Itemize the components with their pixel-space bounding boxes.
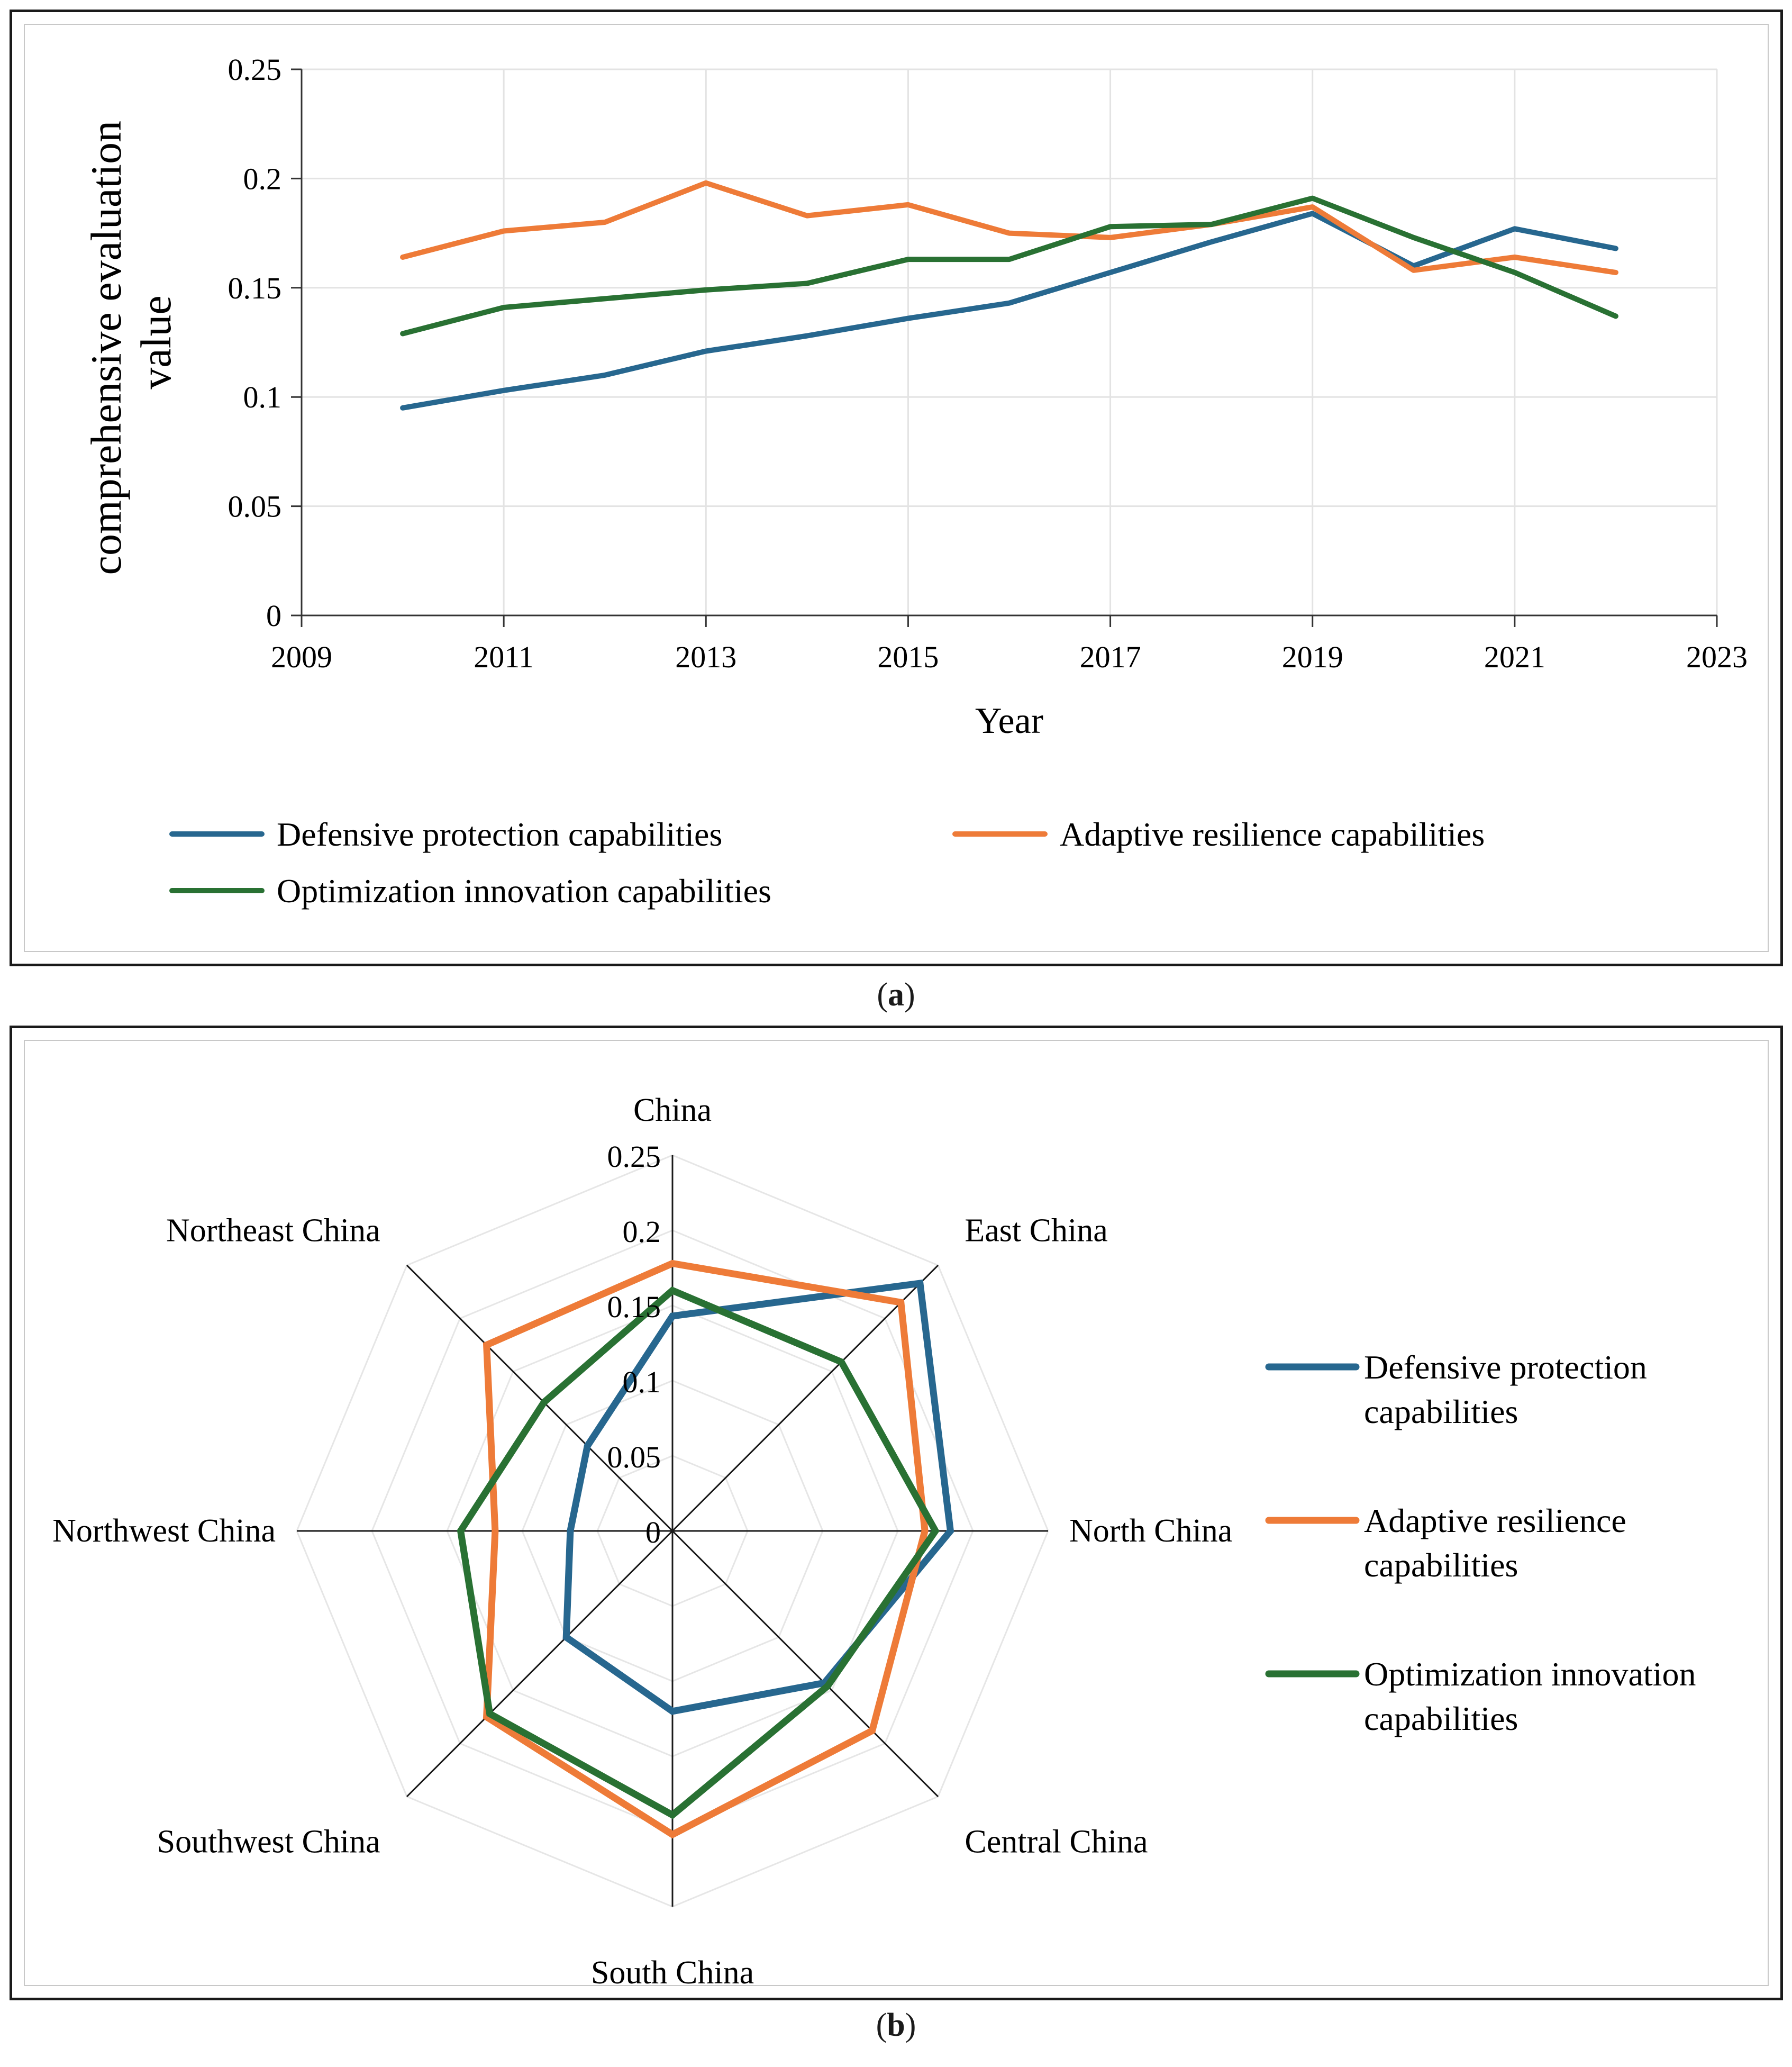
caption-b-letter: b [887,2007,905,2043]
radar-axis-label: North China [1069,1513,1232,1549]
radar-axis-label: South China [591,1955,754,1991]
radar-axis-label: Southwest China [157,1824,380,1860]
radial-tick-labels: 0 0.05 0.1 0.15 0.2 0.25 [607,1139,661,1549]
x-tick-label: 2017 [1080,640,1141,674]
panel-a: 0 0.05 0.1 0.15 0.2 0.25 2009 2011 2013 2015 2017 2… [10,10,1783,966]
legend: Defensive protection capabilities Adaptiv… [169,815,1485,910]
legend-label-line-2: capabilities [1364,1700,1518,1737]
radar-axis-label: Central China [965,1824,1148,1860]
radial-tick-label: 0.15 [607,1290,661,1324]
y-tick-label: 0 [266,599,281,633]
y-axis-label: comprehensive evaluation value [82,110,180,575]
radar-spoke [671,1264,939,1532]
caption-b-open: ( [876,2007,887,2043]
legend-label-line-1: Defensive protection [1364,1348,1647,1386]
legend-label-line-1: Adaptive resilience [1364,1502,1626,1539]
radial-tick-label: 0.25 [607,1139,661,1174]
radial-tick-label: 0.2 [623,1214,661,1249]
caption-b-close: ) [905,2007,916,2043]
series-lines [400,180,1618,411]
caption-b: (b) [0,2007,1792,2044]
radar-axis-label: East China [965,1213,1107,1249]
radar-axis-labels: China East China North China Central China S… [52,1092,1232,1991]
radar-series-3 [457,1286,940,1819]
radar-series [457,1259,954,1839]
radar-chart: 0 0.05 0.1 0.15 0.2 0.25 China East China North… [52,1092,1696,1991]
radial-tick-label: 0 [645,1515,661,1549]
x-tick-label: 2019 [1282,640,1343,674]
series-line-1 [400,211,1618,411]
tick-labels: 0 0.05 0.1 0.15 0.2 0.25 2009 2011 2013 2015 2017 2… [228,52,1748,674]
y-tick-label: 0.25 [228,52,282,87]
line-chart: 0 0.05 0.1 0.15 0.2 0.25 2009 2011 2013 2015 2017 2… [82,52,1748,910]
y-tick-label: 0.15 [228,271,282,305]
radar-series-1 [562,1279,954,1715]
radar-spoke [406,1530,674,1798]
y-tick-label: 0.05 [228,489,282,524]
legend-label-line-2: capabilities [1364,1393,1518,1430]
grid [302,68,1718,615]
y-tick-label: 0.1 [243,380,282,414]
panel-b: 0 0.05 0.1 0.15 0.2 0.25 China East China North… [10,1026,1783,2000]
radar-spokes [297,1155,1048,1907]
radar-spoke [671,1530,939,1798]
radial-tick-label: 0.05 [607,1440,661,1474]
radar-spoke [406,1264,674,1532]
y-axis-label-line-2: value [132,295,180,389]
legend: Defensive protection capabilities Adaptive… [1265,1348,1696,1737]
legend-label-line-1: Optimization innovation [1364,1655,1696,1693]
radar-axis-label: Northwest China [52,1513,276,1549]
panel-a-inner-frame [24,24,1769,952]
x-tick-label: 2021 [1484,640,1545,674]
y-tick-label: 0.2 [243,161,282,196]
caption-a-close: ) [904,977,915,1013]
caption-a-letter: a [888,977,904,1013]
y-axis-label-line-1: comprehensive evaluation [82,121,130,575]
x-tick-label: 2015 [877,640,939,674]
x-tick-label: 2013 [675,640,736,674]
legend-label-line-2: capabilities [1364,1546,1518,1584]
axes [291,68,1718,627]
panel-b-inner-frame [24,1040,1769,1986]
x-tick-label: 2011 [474,640,534,674]
legend-label-2: Adaptive resilience capabilities [1060,815,1485,853]
radial-tick-label: 0.1 [623,1365,661,1399]
legend-label-1: Defensive protection capabilities [277,815,722,853]
radar-series-2 [483,1259,929,1839]
caption-a-open: ( [877,977,888,1013]
x-axis-label: Year [975,701,1043,741]
caption-a: (a) [0,976,1792,1014]
series-line-3 [400,195,1618,337]
radar-axis-label: Northeast China [166,1213,380,1249]
legend-label-3: Optimization innovation capabilities [277,872,771,910]
series-line-2 [400,180,1618,275]
radar-axis-label: China [633,1092,712,1128]
x-tick-label: 2023 [1686,640,1748,674]
x-tick-label: 2009 [271,640,332,674]
